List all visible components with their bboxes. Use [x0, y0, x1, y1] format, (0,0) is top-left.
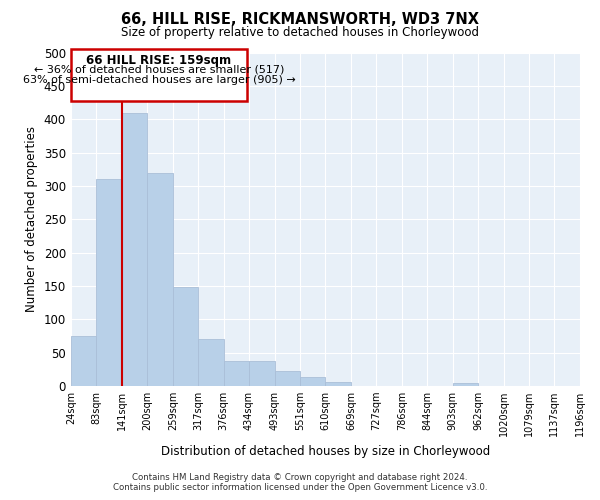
Y-axis label: Number of detached properties: Number of detached properties: [25, 126, 38, 312]
Bar: [453, 382, 478, 386]
Text: 66, HILL RISE, RICKMANSWORTH, WD3 7NX: 66, HILL RISE, RICKMANSWORTH, WD3 7NX: [121, 12, 479, 28]
X-axis label: Distribution of detached houses by size in Chorleywood: Distribution of detached houses by size …: [161, 444, 490, 458]
Bar: [147, 172, 173, 386]
Text: Contains HM Land Registry data © Crown copyright and database right 2024.
Contai: Contains HM Land Registry data © Crown c…: [113, 473, 487, 492]
Bar: [122, 112, 147, 386]
Bar: [97, 179, 122, 386]
Bar: [580, 384, 600, 386]
Bar: [71, 336, 97, 386]
Bar: [224, 362, 249, 386]
Text: Size of property relative to detached houses in Chorleywood: Size of property relative to detached ho…: [121, 26, 479, 39]
Text: 63% of semi-detached houses are larger (905) →: 63% of semi-detached houses are larger (…: [23, 75, 295, 85]
Bar: [249, 362, 275, 386]
Bar: [325, 382, 351, 386]
Bar: [173, 287, 198, 386]
Text: 66 HILL RISE: 159sqm: 66 HILL RISE: 159sqm: [86, 54, 232, 67]
Bar: [71, 49, 247, 100]
Text: ← 36% of detached houses are smaller (517): ← 36% of detached houses are smaller (51…: [34, 64, 284, 74]
Bar: [275, 372, 300, 386]
Bar: [198, 340, 224, 386]
Bar: [300, 376, 325, 386]
